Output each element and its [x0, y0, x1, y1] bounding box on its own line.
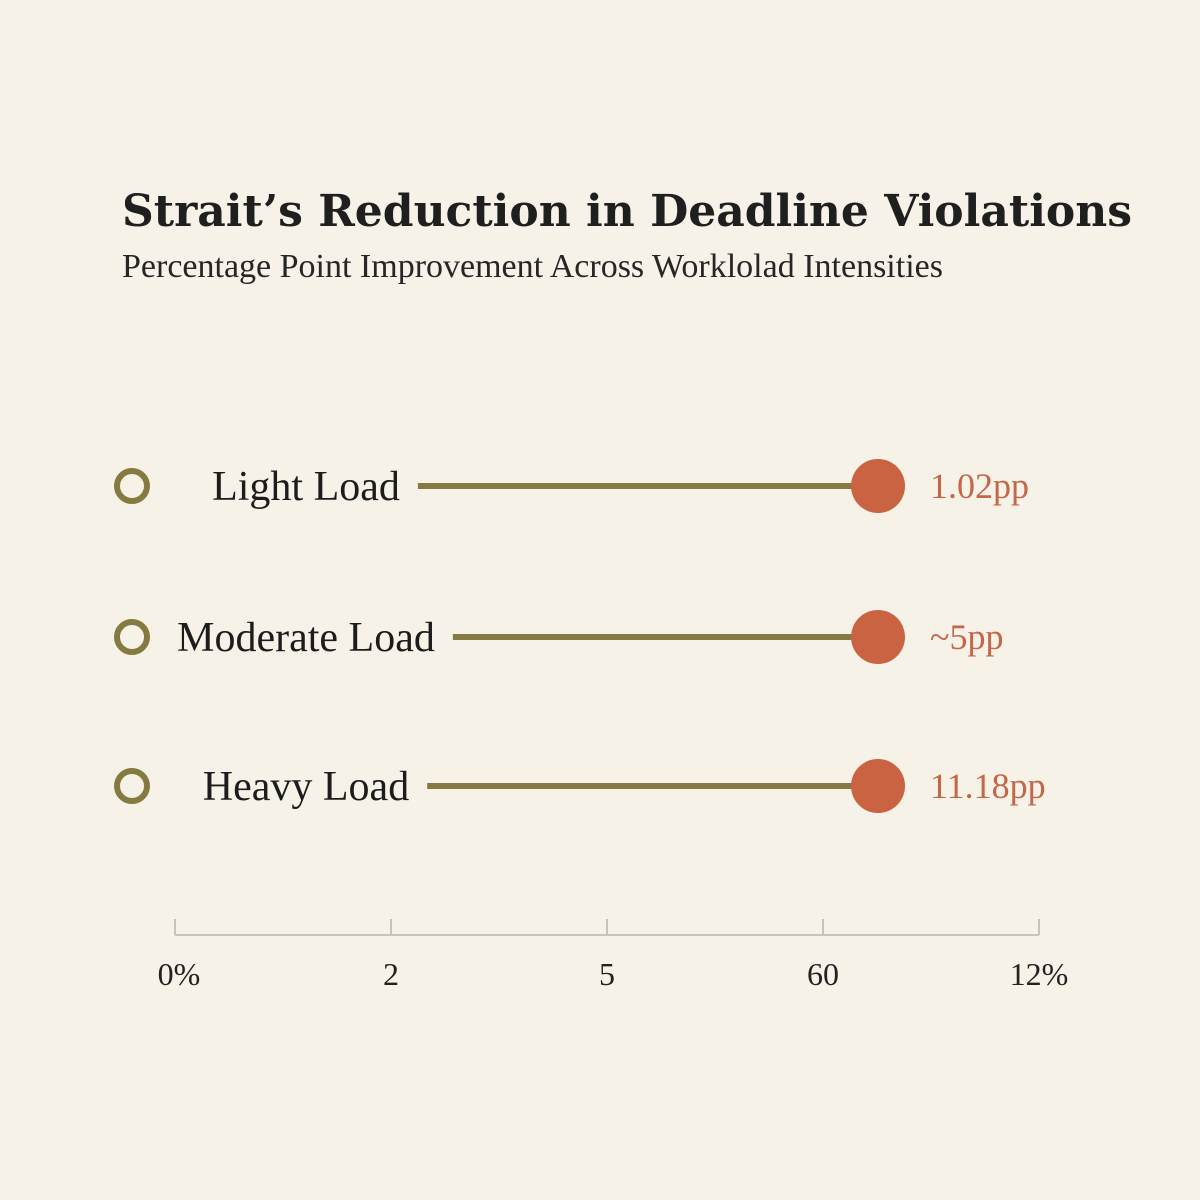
- dot-rows: Light Load 1.02pp Moderate Load ~5pp Heavy L…: [114, 459, 1046, 813]
- row-heavy-load: Heavy Load 11.18pp: [114, 759, 1046, 813]
- x-tick-label: 5: [599, 956, 615, 992]
- chart-subtitle: Percentage Point Improvement Across Work…: [122, 248, 943, 285]
- x-tick-label: 0%: [158, 956, 201, 992]
- x-axis: 0% 2 5 60 12%: [158, 919, 1069, 992]
- x-tick-label: 2: [383, 956, 399, 992]
- x-tick-label: 12%: [1010, 956, 1069, 992]
- value-label: 11.18pp: [930, 766, 1046, 806]
- category-label: Light Load: [212, 464, 400, 510]
- value-label: ~5pp: [930, 617, 1003, 657]
- value-dot: [851, 759, 905, 813]
- row-marker-ring: [114, 468, 150, 504]
- row-light-load: Light Load 1.02pp: [114, 459, 1029, 513]
- row-marker-ring: [114, 768, 150, 804]
- value-label: 1.02pp: [930, 466, 1029, 506]
- category-label: Heavy Load: [203, 764, 409, 810]
- row-marker-ring: [114, 619, 150, 655]
- value-dot: [851, 610, 905, 664]
- value-dot: [851, 459, 905, 513]
- category-label: Moderate Load: [177, 615, 435, 661]
- chart-title: Strait’s Reduction in Deadline Violation…: [122, 186, 1132, 237]
- x-tick-label: 60: [807, 956, 839, 992]
- row-moderate-load: Moderate Load ~5pp: [114, 610, 1003, 664]
